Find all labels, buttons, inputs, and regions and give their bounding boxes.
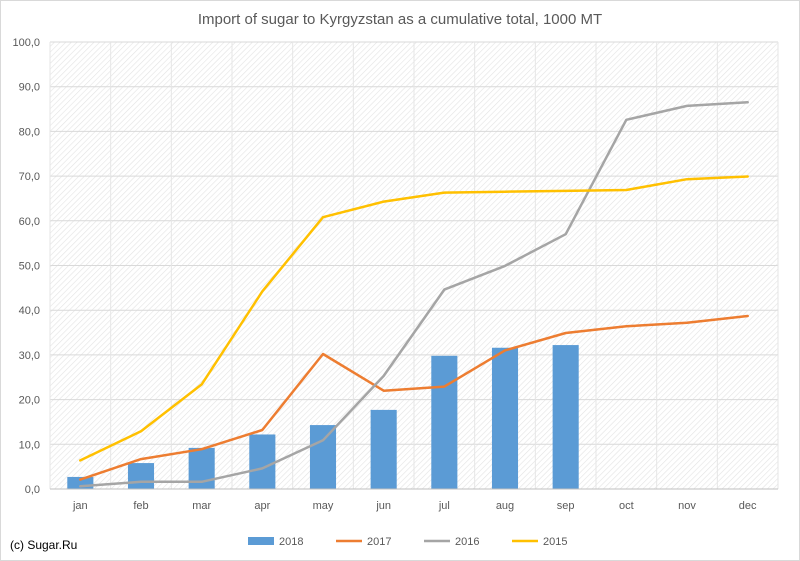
legend-swatch-2018: [248, 537, 274, 545]
y-tick-label: 60,0: [19, 216, 40, 228]
legend-label-2017: 2017: [367, 536, 391, 548]
x-tick-label: oct: [619, 500, 634, 512]
bar-2018-may: [309, 425, 337, 489]
bar-2018-sep: [552, 345, 579, 489]
x-tick-label: jul: [438, 500, 450, 512]
line-2017: [79, 314, 749, 481]
y-tick-label: 10,0: [19, 439, 40, 451]
y-tick-label: 20,0: [19, 395, 40, 407]
line-series: [79, 101, 749, 488]
y-tick-label: 0,0: [25, 484, 40, 496]
bar-2018-aug: [491, 347, 519, 489]
legend-label-2016: 2016: [455, 536, 479, 548]
x-tick-label: mar: [192, 500, 211, 512]
x-tick-label: jun: [375, 500, 391, 512]
y-tick-label: 70,0: [19, 171, 40, 183]
x-tick-label: feb: [133, 500, 148, 512]
y-tick-label: 80,0: [19, 126, 40, 138]
grid-lines: [49, 41, 779, 489]
x-tick-label: jan: [72, 500, 88, 512]
line-2016: [79, 101, 749, 488]
legend-label-2015: 2015: [543, 536, 567, 548]
bar-2018-feb: [127, 463, 155, 489]
y-tick-label: 40,0: [19, 305, 40, 317]
bar-2018-jul: [431, 355, 458, 489]
bar-2018-jun: [370, 409, 397, 489]
y-tick-label: 100,0: [12, 37, 40, 49]
y-tick-label: 30,0: [19, 350, 40, 362]
y-tick-label: 50,0: [19, 261, 40, 273]
y-tick-label: 90,0: [19, 82, 40, 94]
legend: 2018 2017 2016 2015: [248, 536, 567, 548]
y-axis-ticks: 0,0 10,0 20,0 30,0 40,0 50,0 60,0 70,0 80,0 90,0 1…: [12, 37, 40, 496]
x-axis-ticks: jan feb mar apr may jun jul aug sep oct nov dec: [72, 500, 757, 512]
credit-text: (c) Sugar.Ru: [10, 538, 77, 552]
line-2015: [79, 175, 749, 462]
bar-2018-apr: [249, 434, 276, 489]
x-tick-label: nov: [678, 500, 696, 512]
bar-series: [67, 345, 579, 489]
x-tick-label: aug: [496, 500, 514, 512]
x-tick-label: apr: [254, 500, 270, 512]
x-tick-label: sep: [557, 500, 575, 512]
x-tick-label: may: [313, 500, 334, 512]
legend-label-2018: 2018: [279, 536, 303, 548]
chart-title: Import of sugar to Kyrgyzstan as a cumul…: [198, 11, 602, 28]
x-tick-label: dec: [739, 500, 757, 512]
